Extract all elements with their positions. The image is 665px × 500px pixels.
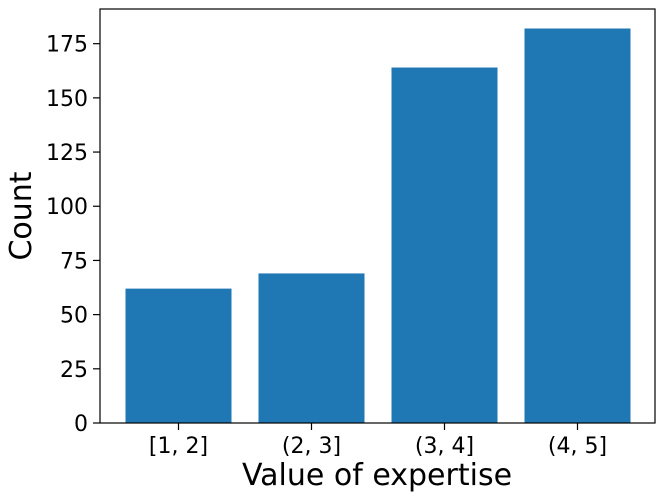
x-axis-title: Value of expertise bbox=[242, 458, 512, 493]
y-tick-label: 75 bbox=[60, 249, 88, 274]
x-axis: [1, 2] (2, 3] (3, 4] (4, 5] bbox=[149, 423, 607, 459]
y-axis-title: Count bbox=[4, 171, 39, 260]
bars-group bbox=[125, 28, 631, 424]
bar-2 bbox=[391, 67, 498, 423]
y-tick-label: 125 bbox=[46, 141, 88, 166]
y-tick-label: 100 bbox=[46, 195, 88, 220]
bar-3 bbox=[524, 28, 631, 424]
bar-1 bbox=[258, 273, 365, 423]
y-tick-label: 50 bbox=[60, 304, 88, 329]
y-axis: 0 25 50 75 100 125 150 175 bbox=[46, 33, 100, 437]
x-tick-label: (2, 3] bbox=[282, 434, 341, 459]
plot-frame bbox=[99, 8, 656, 424]
y-tick-label: 175 bbox=[46, 33, 88, 58]
y-tick-label: 150 bbox=[46, 87, 88, 112]
y-tick-label: 0 bbox=[74, 412, 88, 437]
bar-0 bbox=[125, 288, 232, 423]
x-tick-label: (3, 4] bbox=[415, 434, 474, 459]
x-tick-label: (4, 5] bbox=[548, 434, 607, 459]
x-tick-label: [1, 2] bbox=[149, 434, 208, 459]
y-tick-label: 25 bbox=[60, 358, 88, 383]
